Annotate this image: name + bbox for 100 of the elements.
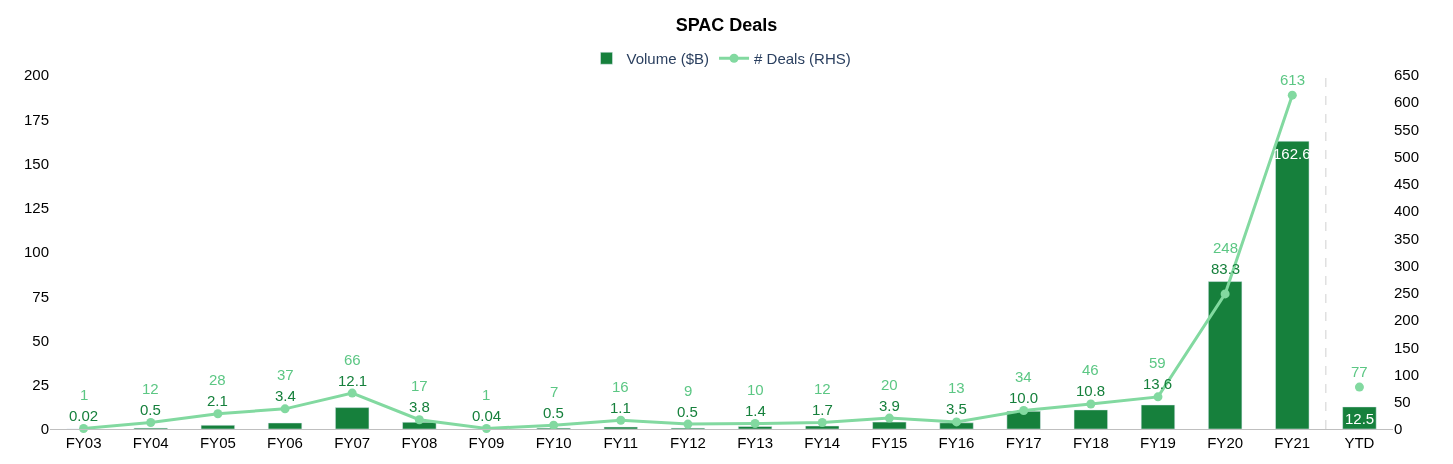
y2-tick-label: 0 (1394, 420, 1403, 438)
y-tick-label: 75 (32, 287, 49, 305)
bar (267, 422, 303, 429)
data-label: 12.5 (1345, 410, 1375, 427)
point (1086, 399, 1096, 409)
point (1287, 90, 1297, 100)
point (347, 388, 357, 398)
data-label: 34 (1015, 368, 1032, 385)
x-tick-label: FY10 (535, 434, 572, 451)
data-label: 10.0 (1009, 389, 1039, 406)
x-tick-label: FY15 (871, 434, 908, 451)
bar (1208, 281, 1243, 429)
x-tick-label: FY05 (199, 434, 236, 451)
bar (402, 422, 437, 429)
data-label: 12 (814, 380, 831, 397)
x-tick-label: FY07 (334, 434, 371, 451)
x-tick-label: FY18 (1072, 434, 1109, 451)
x-tick-label: FY14 (804, 434, 841, 451)
legend-label: Volume ($B) (626, 50, 710, 68)
bar (1140, 404, 1176, 429)
data-label: 12 (142, 380, 159, 397)
y-tick-label: 200 (23, 66, 49, 84)
y2-tick-label: 250 (1394, 284, 1420, 302)
y-tick-label: 50 (32, 331, 49, 349)
data-label: 1.4 (745, 402, 766, 419)
point (1153, 392, 1163, 402)
data-label: 10.8 (1076, 382, 1106, 399)
data-label: 0.04 (472, 407, 502, 424)
point (884, 413, 894, 423)
point (1019, 405, 1029, 415)
x-tick-label: YTD (1344, 434, 1375, 451)
y2-tick-label: 400 (1394, 202, 1420, 220)
x-tick-label: FY20 (1207, 434, 1244, 451)
y2-tick-label: 350 (1394, 229, 1420, 247)
data-label: 1 (80, 386, 89, 403)
data-label: 20 (881, 376, 898, 393)
bar (872, 421, 907, 429)
point (414, 415, 424, 425)
data-label: 9 (684, 382, 693, 399)
data-label: 248 (1213, 239, 1239, 256)
data-label: 0.5 (140, 401, 161, 418)
point (1354, 382, 1364, 392)
data-label: 59 (1149, 354, 1166, 371)
data-label: 77 (1351, 363, 1368, 380)
bar (1275, 140, 1310, 429)
data-label: 37 (277, 366, 294, 383)
x-tick-label: FY06 (267, 434, 303, 451)
point (817, 417, 827, 427)
x-tick-label: FY04 (132, 434, 169, 451)
data-label: 10 (747, 381, 764, 398)
y2-tick-label: 300 (1394, 256, 1420, 274)
y2-tick-label: 500 (1394, 147, 1420, 165)
y2-tick-label: 150 (1394, 338, 1420, 356)
data-label: 28 (209, 371, 226, 388)
x-tick-label: FY13 (737, 434, 774, 451)
y2-tick-label: 550 (1394, 120, 1420, 138)
y2-tick-label: 200 (1394, 311, 1420, 329)
data-label: 3.4 (275, 387, 296, 404)
y-tick-label: 150 (23, 154, 49, 172)
y2-tick-label: 50 (1394, 393, 1411, 411)
data-label: 3.9 (879, 397, 900, 414)
point (213, 409, 223, 419)
data-label: 0.5 (543, 404, 564, 421)
y2-tick-label: 600 (1394, 93, 1420, 111)
bar (200, 425, 235, 429)
bar (805, 425, 840, 429)
y2-tick-label: 100 (1394, 365, 1420, 383)
data-label: 83.3 (1211, 260, 1241, 277)
y-tick-label: 175 (23, 110, 49, 128)
y-tick-label: 25 (32, 376, 49, 393)
data-label: 7 (550, 383, 559, 400)
point (146, 417, 156, 427)
data-label: 13.6 (1143, 375, 1173, 392)
legend-label: # Deals (RHS) (754, 50, 851, 68)
x-tick-label: FY09 (468, 434, 505, 451)
data-label: 3.8 (409, 398, 430, 415)
data-label: 17 (411, 377, 428, 394)
data-label: 0.02 (69, 407, 99, 424)
x-tick-label: FY21 (1274, 434, 1311, 451)
point (1220, 289, 1230, 299)
data-label: 2.1 (207, 392, 228, 409)
point (952, 417, 962, 427)
data-label: 66 (344, 351, 361, 368)
bar (335, 407, 370, 429)
y-tick-label: 0 (40, 420, 49, 438)
data-label: 3.5 (946, 400, 967, 417)
x-tick-label: FY12 (670, 434, 706, 451)
point (549, 420, 559, 430)
x-tick-label: FY16 (938, 434, 975, 451)
x-tick-label: FY17 (1005, 434, 1042, 451)
point (616, 415, 626, 425)
data-label: 613 (1280, 71, 1306, 88)
y-tick-label: 100 (23, 243, 49, 261)
data-label: 1.7 (812, 401, 833, 418)
data-label: 16 (612, 378, 629, 395)
data-label: 1.1 (610, 399, 631, 416)
data-label: 13 (948, 379, 965, 396)
y-tick-label: 125 (23, 199, 49, 216)
y2-tick-label: 450 (1394, 175, 1420, 193)
data-label: 12.1 (338, 372, 368, 389)
